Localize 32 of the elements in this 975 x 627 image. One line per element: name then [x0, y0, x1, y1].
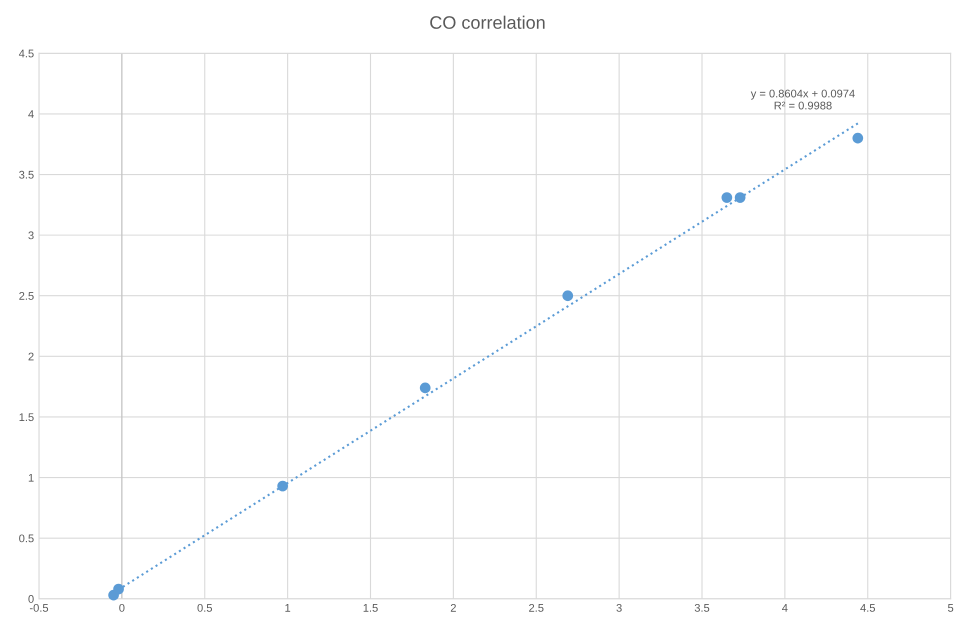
point	[722, 192, 732, 203]
point	[562, 290, 574, 302]
y-tick-label: 0	[28, 595, 34, 603]
annotation: R² = 0.9988	[774, 102, 832, 110]
x-tick-label: 5	[948, 604, 954, 612]
y-tick-label: 2.5	[19, 292, 34, 300]
y-tick-label: 4	[28, 110, 34, 118]
x-tick-label: 3	[616, 604, 622, 612]
x-tick-label: 2.5	[529, 604, 544, 612]
x-tick-label: 4.5	[860, 604, 876, 612]
point	[852, 132, 864, 144]
x-tick-label: 0.5	[197, 604, 212, 612]
point	[113, 584, 124, 594]
x-tick-label: 1	[285, 604, 290, 612]
y-tick-label: 1.5	[20, 413, 34, 422]
chart-title: CO correlation	[430, 16, 545, 29]
x-tick-label: 4	[782, 604, 788, 612]
x-tick-label: 2	[450, 604, 456, 612]
point	[420, 382, 431, 394]
x-tick-label: 1.5	[364, 604, 378, 612]
point	[734, 192, 746, 203]
annotation: y = 0.8604x + 0.0974	[750, 90, 855, 100]
y-tick-label: 3	[28, 231, 34, 240]
x-tick-label: -0.5	[30, 604, 48, 612]
point	[277, 480, 288, 492]
y-tick-label: 2	[28, 352, 34, 360]
y-tick-label: 4.5	[18, 50, 34, 58]
x-tick-label: 0	[119, 604, 125, 612]
y-tick-label: 1	[28, 474, 34, 482]
y-tick-label: 3.5	[19, 170, 34, 179]
y-tick-label: 0.5	[19, 534, 34, 542]
x-tick-label: 3.5	[694, 604, 710, 612]
